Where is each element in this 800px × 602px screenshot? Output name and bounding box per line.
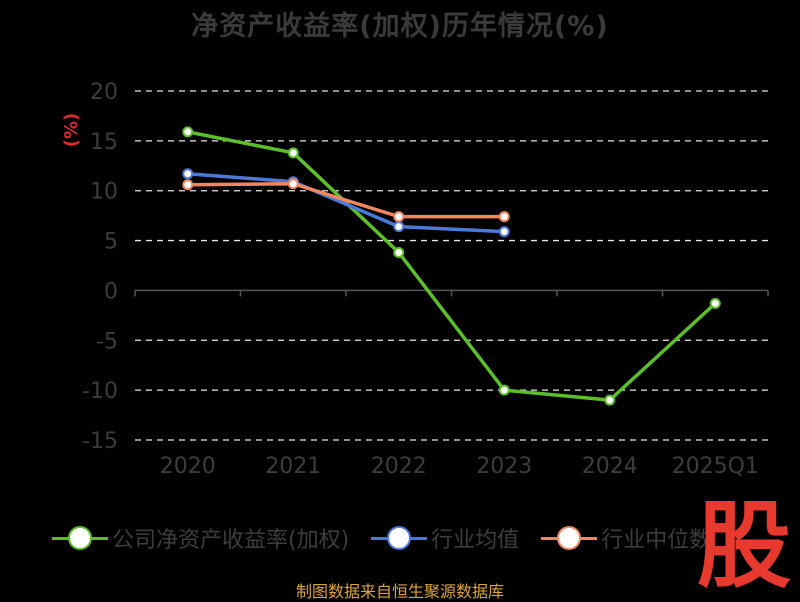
data-point[interactable] bbox=[182, 126, 194, 138]
x-tick-label: 2022 bbox=[371, 454, 427, 479]
x-tick-label: 2023 bbox=[476, 454, 532, 479]
y-tick-label: 15 bbox=[90, 130, 118, 155]
series-line-2 bbox=[187, 181, 505, 219]
series-line-1 bbox=[187, 172, 505, 234]
grid-lines bbox=[135, 90, 768, 441]
y-tick-label: 0 bbox=[104, 279, 118, 304]
y-tick-label: 20 bbox=[90, 80, 118, 105]
x-tick-label: 2021 bbox=[265, 454, 321, 479]
source-note: 制图数据来自恒生聚源数据库 bbox=[295, 582, 504, 601]
logo-watermark: 股 bbox=[696, 492, 791, 601]
chart-title: 净资产收益率(加权)历年情况(%) bbox=[191, 11, 609, 42]
data-point[interactable] bbox=[498, 226, 510, 238]
series-lines bbox=[182, 126, 721, 406]
data-point[interactable] bbox=[498, 384, 510, 396]
data-point[interactable] bbox=[709, 297, 721, 309]
data-point[interactable] bbox=[287, 147, 299, 159]
y-tick-label: -5 bbox=[96, 329, 118, 354]
data-point[interactable] bbox=[182, 168, 194, 180]
legend-marker-icon bbox=[541, 526, 598, 550]
series-line-0 bbox=[187, 130, 717, 402]
data-point[interactable] bbox=[498, 211, 510, 223]
x-tick-label: 2024 bbox=[582, 454, 638, 479]
legend-label: 公司净资产收益率(加权) bbox=[112, 528, 350, 553]
data-point[interactable] bbox=[182, 179, 194, 191]
y-tick-label: 5 bbox=[104, 230, 118, 255]
legend-label: 行业中位数 bbox=[601, 528, 712, 553]
x-tick-label: 2020 bbox=[160, 454, 216, 479]
y-tick-label: 10 bbox=[90, 180, 118, 205]
data-point[interactable] bbox=[393, 211, 405, 223]
data-point[interactable] bbox=[287, 178, 299, 190]
legend: 公司净资产收益率(加权) 行业均值 行业中位数 bbox=[52, 518, 733, 558]
x-tick-label: 2025Q1 bbox=[672, 454, 759, 479]
y-axis-unit: (%) bbox=[61, 112, 82, 148]
legend-label: 行业均值 bbox=[431, 528, 520, 553]
x-axis: 2020 2021 2022 2023 2024 2025Q1 bbox=[134, 290, 769, 479]
legend-item-company[interactable]: 公司净资产收益率(加权) bbox=[52, 522, 349, 554]
data-point[interactable] bbox=[393, 221, 405, 233]
legend-marker-icon bbox=[52, 526, 108, 550]
y-tick-label: -10 bbox=[82, 379, 118, 404]
legend-item-industry-median[interactable]: 行业中位数 bbox=[541, 522, 711, 554]
y-tick-label: -15 bbox=[82, 429, 118, 454]
data-point[interactable] bbox=[393, 247, 405, 259]
data-point[interactable] bbox=[604, 394, 616, 406]
legend-marker-icon bbox=[371, 526, 428, 550]
y-tick-labels: 20 15 10 5 0 -5 -10 -15 bbox=[82, 80, 118, 454]
legend-item-industry-mean[interactable]: 行业均值 bbox=[371, 522, 519, 554]
